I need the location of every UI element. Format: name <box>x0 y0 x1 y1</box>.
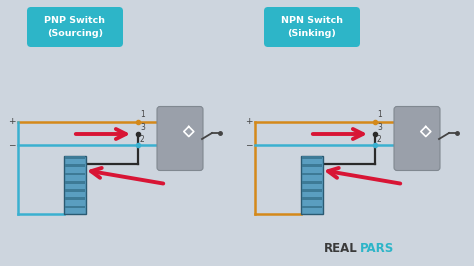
Bar <box>302 181 322 184</box>
Text: 1: 1 <box>377 110 382 119</box>
Text: PNP Switch
(Sourcing): PNP Switch (Sourcing) <box>45 16 106 38</box>
Text: NPN Switch
(Sinking): NPN Switch (Sinking) <box>281 16 343 38</box>
Text: +: + <box>9 118 16 127</box>
Bar <box>302 156 322 159</box>
FancyBboxPatch shape <box>157 106 203 171</box>
Bar <box>302 164 322 167</box>
Bar <box>302 189 322 192</box>
Text: 3: 3 <box>140 123 145 132</box>
Bar <box>65 206 85 208</box>
Text: PARS: PARS <box>360 242 394 255</box>
Bar <box>302 197 322 200</box>
Bar <box>302 206 322 208</box>
Text: +: + <box>246 118 253 127</box>
Text: −: − <box>246 140 253 149</box>
Text: 1: 1 <box>140 110 145 119</box>
Bar <box>65 156 85 159</box>
Text: 3: 3 <box>377 123 382 132</box>
FancyBboxPatch shape <box>27 7 123 47</box>
Bar <box>302 173 322 175</box>
Text: −: − <box>9 140 16 149</box>
Bar <box>65 181 85 184</box>
Text: 2: 2 <box>140 135 145 144</box>
Bar <box>65 197 85 200</box>
Bar <box>301 156 323 214</box>
FancyBboxPatch shape <box>264 7 360 47</box>
Text: REAL: REAL <box>324 242 358 255</box>
Bar <box>64 156 86 214</box>
FancyBboxPatch shape <box>394 106 440 171</box>
Text: 2: 2 <box>377 135 382 144</box>
Bar <box>65 173 85 175</box>
Bar <box>65 189 85 192</box>
Bar <box>65 164 85 167</box>
